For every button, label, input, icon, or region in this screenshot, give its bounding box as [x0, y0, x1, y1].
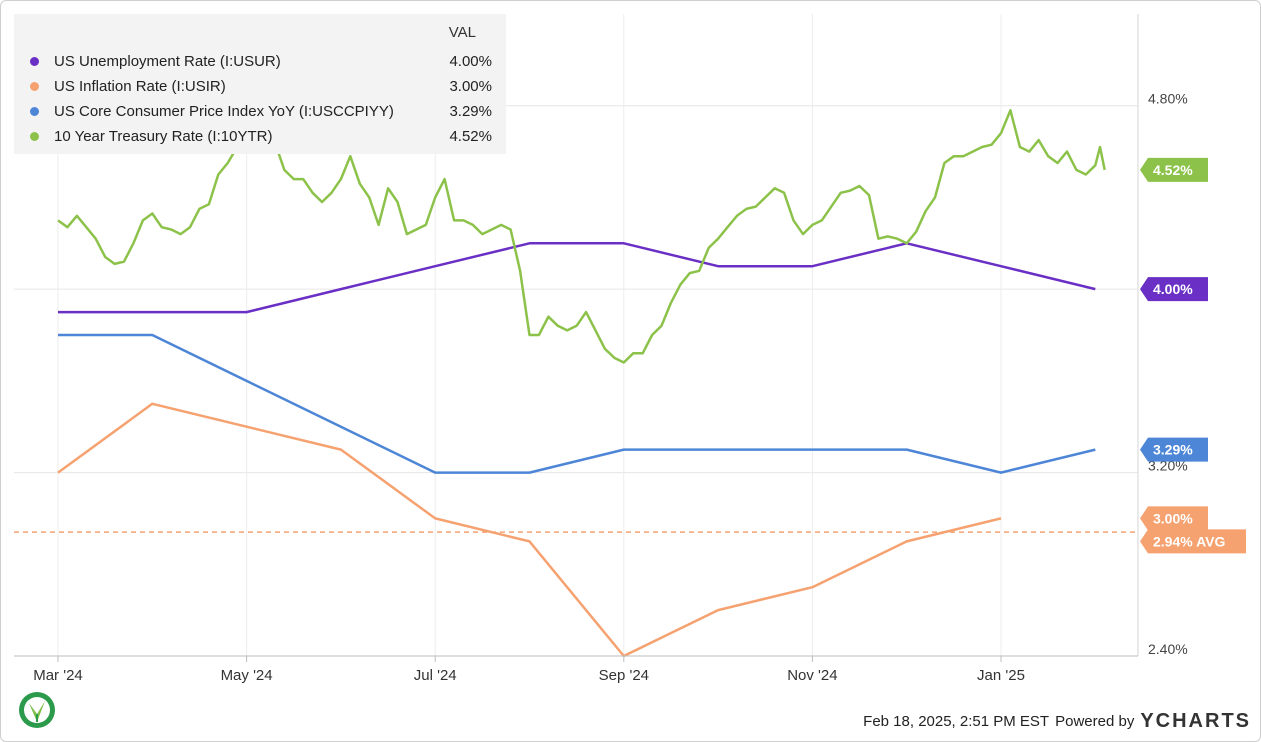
legend-name: 10 Year Treasury Rate (I:10YTR): [54, 128, 273, 145]
footer: Feb 18, 2025, 2:51 PM EST Powered by YCH…: [863, 710, 1251, 733]
average-label: 2.94% AVG: [1140, 529, 1246, 554]
x-tick-label: May '24: [221, 667, 273, 684]
footer-powered: Powered by: [1055, 713, 1135, 730]
series-lines: [14, 109, 1138, 658]
legend-item-treasury[interactable]: 10 Year Treasury Rate (I:10YTR) 4.52%: [30, 126, 492, 148]
end-label-tag: [1140, 277, 1208, 302]
legend-dot: [30, 57, 39, 66]
end-label-text: 3.29%: [1153, 442, 1193, 458]
x-tick-label: Nov '24: [787, 667, 837, 684]
legend-box: VAL US Unemployment Rate (I:USUR) 4.00% …: [14, 14, 506, 154]
axes: Mar '24 May '24 Jul '24 Sep '24 Nov '24 Jan '…: [14, 14, 1188, 684]
legend-value: 4.00%: [449, 53, 492, 70]
series-line: [57, 402, 1002, 658]
x-tick-label: Jan '25: [977, 667, 1025, 684]
end-label-3: 4.52%: [1140, 157, 1208, 182]
x-tick-label: Sep '24: [599, 667, 649, 684]
legend-dot: [30, 107, 39, 116]
end-labels: 4.00% 3.00% 3.29% 4.52% 2.94% AVG: [1140, 157, 1246, 554]
series-line: [58, 242, 1096, 314]
footer-timestamp: Feb 18, 2025, 2:51 PM EST: [863, 713, 1050, 730]
legend-value: 4.52%: [449, 128, 492, 145]
end-label-text: 3.00%: [1153, 510, 1193, 526]
footer-brand[interactable]: YCHARTS: [1140, 710, 1251, 732]
ycharts-logo-icon: [17, 690, 57, 735]
end-label-text: 2.94% AVG: [1153, 533, 1225, 549]
series-line: [58, 333, 1096, 474]
end-label-tag: [1140, 437, 1208, 462]
y-tick-label: 2.40%: [1148, 641, 1188, 657]
legend-item-core-cpi[interactable]: US Core Consumer Price Index YoY (I:USCC…: [30, 101, 492, 123]
y-tick-label: 4.80%: [1148, 91, 1188, 107]
legend-value: 3.00%: [449, 78, 492, 95]
legend-dot: [30, 82, 39, 91]
x-tick-label: Mar '24: [33, 667, 83, 684]
legend-name: US Inflation Rate (I:USIR): [54, 78, 226, 95]
legend-header: VAL: [448, 24, 476, 41]
legend-item-inflation[interactable]: US Inflation Rate (I:USIR) 3.00%: [30, 76, 492, 98]
end-label-tag: [1140, 529, 1246, 554]
legend-item-unemployment[interactable]: US Unemployment Rate (I:USUR) 4.00%: [30, 51, 492, 73]
legend-name: US Core Consumer Price Index YoY (I:USCC…: [54, 103, 394, 120]
end-label-tag: [1140, 157, 1208, 182]
end-label-1: 3.00%: [1140, 506, 1208, 531]
legend-name: US Unemployment Rate (I:USUR): [54, 53, 281, 70]
x-tick-label: Jul '24: [414, 667, 457, 684]
end-label-0: 4.00%: [1140, 277, 1208, 302]
end-label-text: 4.52%: [1153, 162, 1193, 178]
legend-dot: [30, 132, 39, 141]
end-label-tag: [1140, 506, 1208, 531]
end-label-text: 4.00%: [1153, 281, 1193, 297]
legend-value: 3.29%: [449, 103, 492, 120]
end-label-2: 3.29%: [1140, 437, 1208, 462]
